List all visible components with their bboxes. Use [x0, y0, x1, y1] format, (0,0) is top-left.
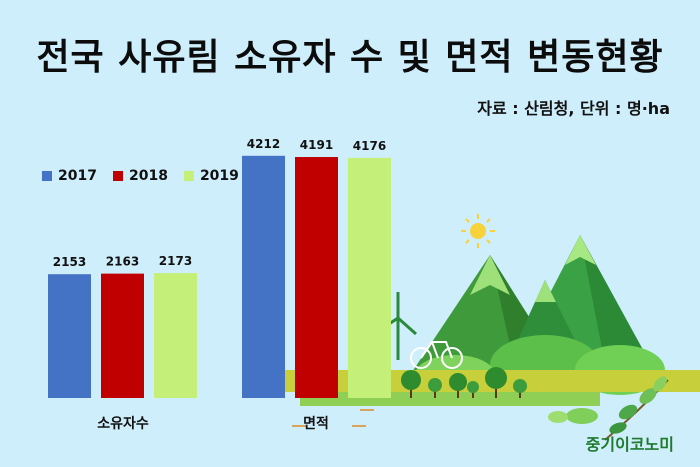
bar-2018-0: [101, 273, 144, 398]
bar-2019-0: [154, 273, 197, 398]
decorative-dashes: [292, 409, 374, 427]
bushes-illustration: [548, 408, 598, 424]
source-note: 자료 : 산림청, 단위 : 명·ha: [477, 99, 670, 118]
data-label-2017-0: 2153: [53, 255, 86, 269]
data-label-2018-1: 4191: [300, 138, 333, 152]
legend: 2017 2018 2019: [42, 168, 239, 184]
bar-2019-1: [348, 157, 391, 398]
legend-item-2018: 2018: [112, 168, 168, 184]
legend-swatch-2018: [112, 171, 123, 181]
legend-item-2017: 2017: [42, 168, 97, 184]
data-label-2019-0: 2173: [159, 254, 192, 268]
mountains-illustration: [400, 235, 665, 395]
category-label-area: 면적: [303, 416, 329, 432]
legend-label-2019: 2019: [199, 168, 239, 184]
legend-label-2018: 2018: [128, 168, 168, 184]
legend-swatch-2017: [42, 171, 52, 181]
bar-2017-0: [48, 274, 91, 398]
data-label-2018-0: 2163: [106, 255, 139, 269]
legend-label-2017: 2017: [58, 168, 97, 184]
legend-swatch-2019: [183, 171, 194, 181]
bar-2017-1: [242, 155, 285, 398]
bicycle-icon: [410, 341, 463, 369]
category-label-owners: 소유자수: [97, 416, 149, 432]
chart-title: 전국 사유림 소유자 수 및 면적 변동현황: [36, 37, 664, 78]
trees-illustration: [401, 367, 527, 398]
leaf-branch-icon: [604, 376, 669, 441]
bar-2018-1: [295, 157, 338, 398]
data-label-2019-1: 4176: [353, 139, 386, 153]
legend-item-2019: 2019: [183, 168, 239, 184]
sun-icon: [461, 214, 495, 248]
data-label-2017-1: 4212: [247, 137, 280, 151]
brand-logo: 중기이코노미: [585, 435, 674, 454]
